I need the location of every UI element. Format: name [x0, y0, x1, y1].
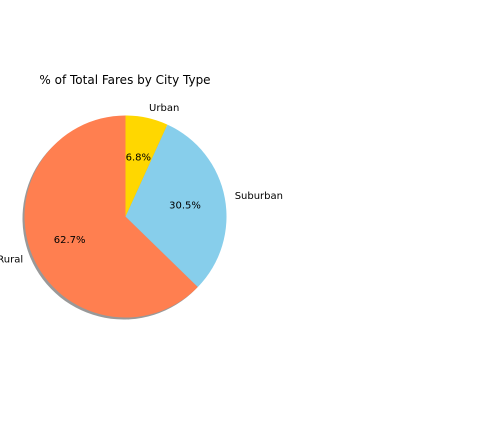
- pie-slice-rural: [24, 115, 198, 318]
- pie-slice-urban: [125, 115, 168, 217]
- slice-label-suburban: Suburban: [235, 191, 283, 202]
- slice-percent-suburban: 30.5%: [169, 200, 201, 211]
- slice-label-rural: Rural: [0, 255, 23, 266]
- pie-slices: [24, 115, 227, 318]
- slice-percent-rural: 62.7%: [54, 235, 86, 246]
- pie-slice-suburban: [125, 124, 227, 288]
- slice-label-urban: Urban: [149, 103, 179, 114]
- chart-title: % of Total Fares by City Type: [39, 73, 210, 87]
- pie-labels: Rural 62.7% Suburban 30.5% Urban 6.8%: [0, 103, 283, 266]
- slice-percent-urban: 6.8%: [126, 152, 151, 163]
